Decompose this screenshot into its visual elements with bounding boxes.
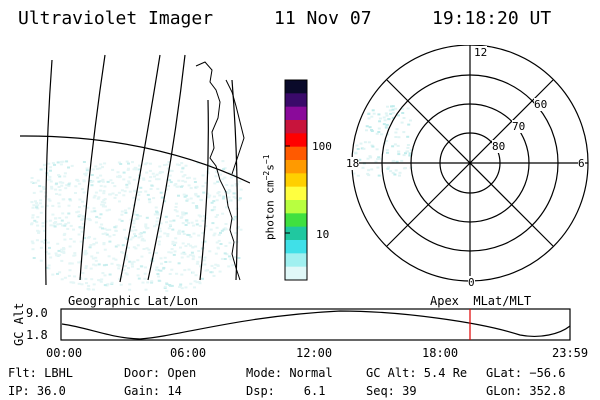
polar-plot xyxy=(351,45,589,282)
time-tick-1800: 18:00 xyxy=(422,346,459,360)
meridian-line xyxy=(147,54,186,281)
colorbar-band xyxy=(285,213,307,228)
aurora-emission-left xyxy=(30,160,243,292)
ip-info: IP: 36.0 xyxy=(8,384,66,398)
colorbar-band xyxy=(285,93,307,108)
altitude-tick-min: 1.8 xyxy=(26,328,48,342)
coastline xyxy=(225,79,245,175)
glat-info: GLat: −56.6 xyxy=(486,366,566,380)
altitude-tick-max: 9.0 xyxy=(26,306,48,320)
mlat-label-70: 70 xyxy=(512,120,526,133)
mlt-label-6: 6 xyxy=(578,157,585,170)
colorbar-band xyxy=(285,253,307,268)
door-info: Door: Open xyxy=(124,366,197,380)
meridian-line xyxy=(79,54,106,281)
colorbar-band xyxy=(285,106,307,121)
colorbar-tick-100: 100 xyxy=(312,140,332,153)
dsp-info: Dsp: 6.1 xyxy=(246,384,326,398)
glon-info: GLon: 352.8 xyxy=(486,384,566,398)
flt-info: Flt: LBHL xyxy=(8,366,74,380)
colorbar-band xyxy=(285,226,307,241)
colorbar-band xyxy=(285,160,307,174)
apex-label: Apex MLat/MLT xyxy=(430,294,532,308)
colorbar-band xyxy=(285,173,307,188)
mlt-label-0: 0 xyxy=(468,276,475,289)
time-tick-0600: 06:00 xyxy=(170,346,207,360)
time-label: 19:18:20 UT xyxy=(432,8,552,29)
time-tick-1200: 12:00 xyxy=(296,346,333,360)
instrument-title: Ultraviolet Imager xyxy=(18,8,214,29)
meridian-line xyxy=(45,59,53,286)
geographic-label: Geographic Lat/Lon xyxy=(68,294,199,308)
altitude-curve xyxy=(61,310,571,340)
gc-alt-info: GC Alt: 5.4 Re xyxy=(366,366,468,380)
coastline xyxy=(195,61,241,281)
colorbar-band xyxy=(285,200,307,214)
altitude-plot xyxy=(60,308,571,341)
colorbar-band xyxy=(285,133,307,148)
colorbar-tick-10: 10 xyxy=(316,228,330,241)
time-tick-0000: 00:00 xyxy=(46,346,83,360)
colorbar-band xyxy=(285,186,307,201)
mlt-label-12: 12 xyxy=(474,46,488,59)
seq-info: Seq: 39 xyxy=(366,384,417,398)
meridian-line xyxy=(231,79,238,281)
date-label: 11 Nov 07 xyxy=(274,8,372,29)
colorbar xyxy=(284,79,308,281)
colorbar-band xyxy=(285,80,307,94)
colorbar-band xyxy=(285,266,307,281)
meridian-line xyxy=(119,54,161,283)
colorbar-band xyxy=(285,240,307,254)
time-tick-2359: 23:59 xyxy=(552,346,589,360)
gain-info: Gain: 14 xyxy=(124,384,182,398)
meridian-line xyxy=(199,99,209,281)
mode-info: Mode: Normal xyxy=(246,366,333,380)
colorbar-unit-label: photon cm−2s−1 xyxy=(262,154,277,240)
colorbar-band xyxy=(285,146,307,161)
mlt-label-18: 18 xyxy=(346,157,360,170)
mlat-label-80: 80 xyxy=(492,140,506,153)
mlat-label-60: 60 xyxy=(534,98,548,111)
latitude-line xyxy=(20,135,250,184)
geographic-map xyxy=(20,54,250,292)
colorbar-band xyxy=(285,120,307,134)
altitude-axis-label: GC Alt xyxy=(12,302,26,346)
